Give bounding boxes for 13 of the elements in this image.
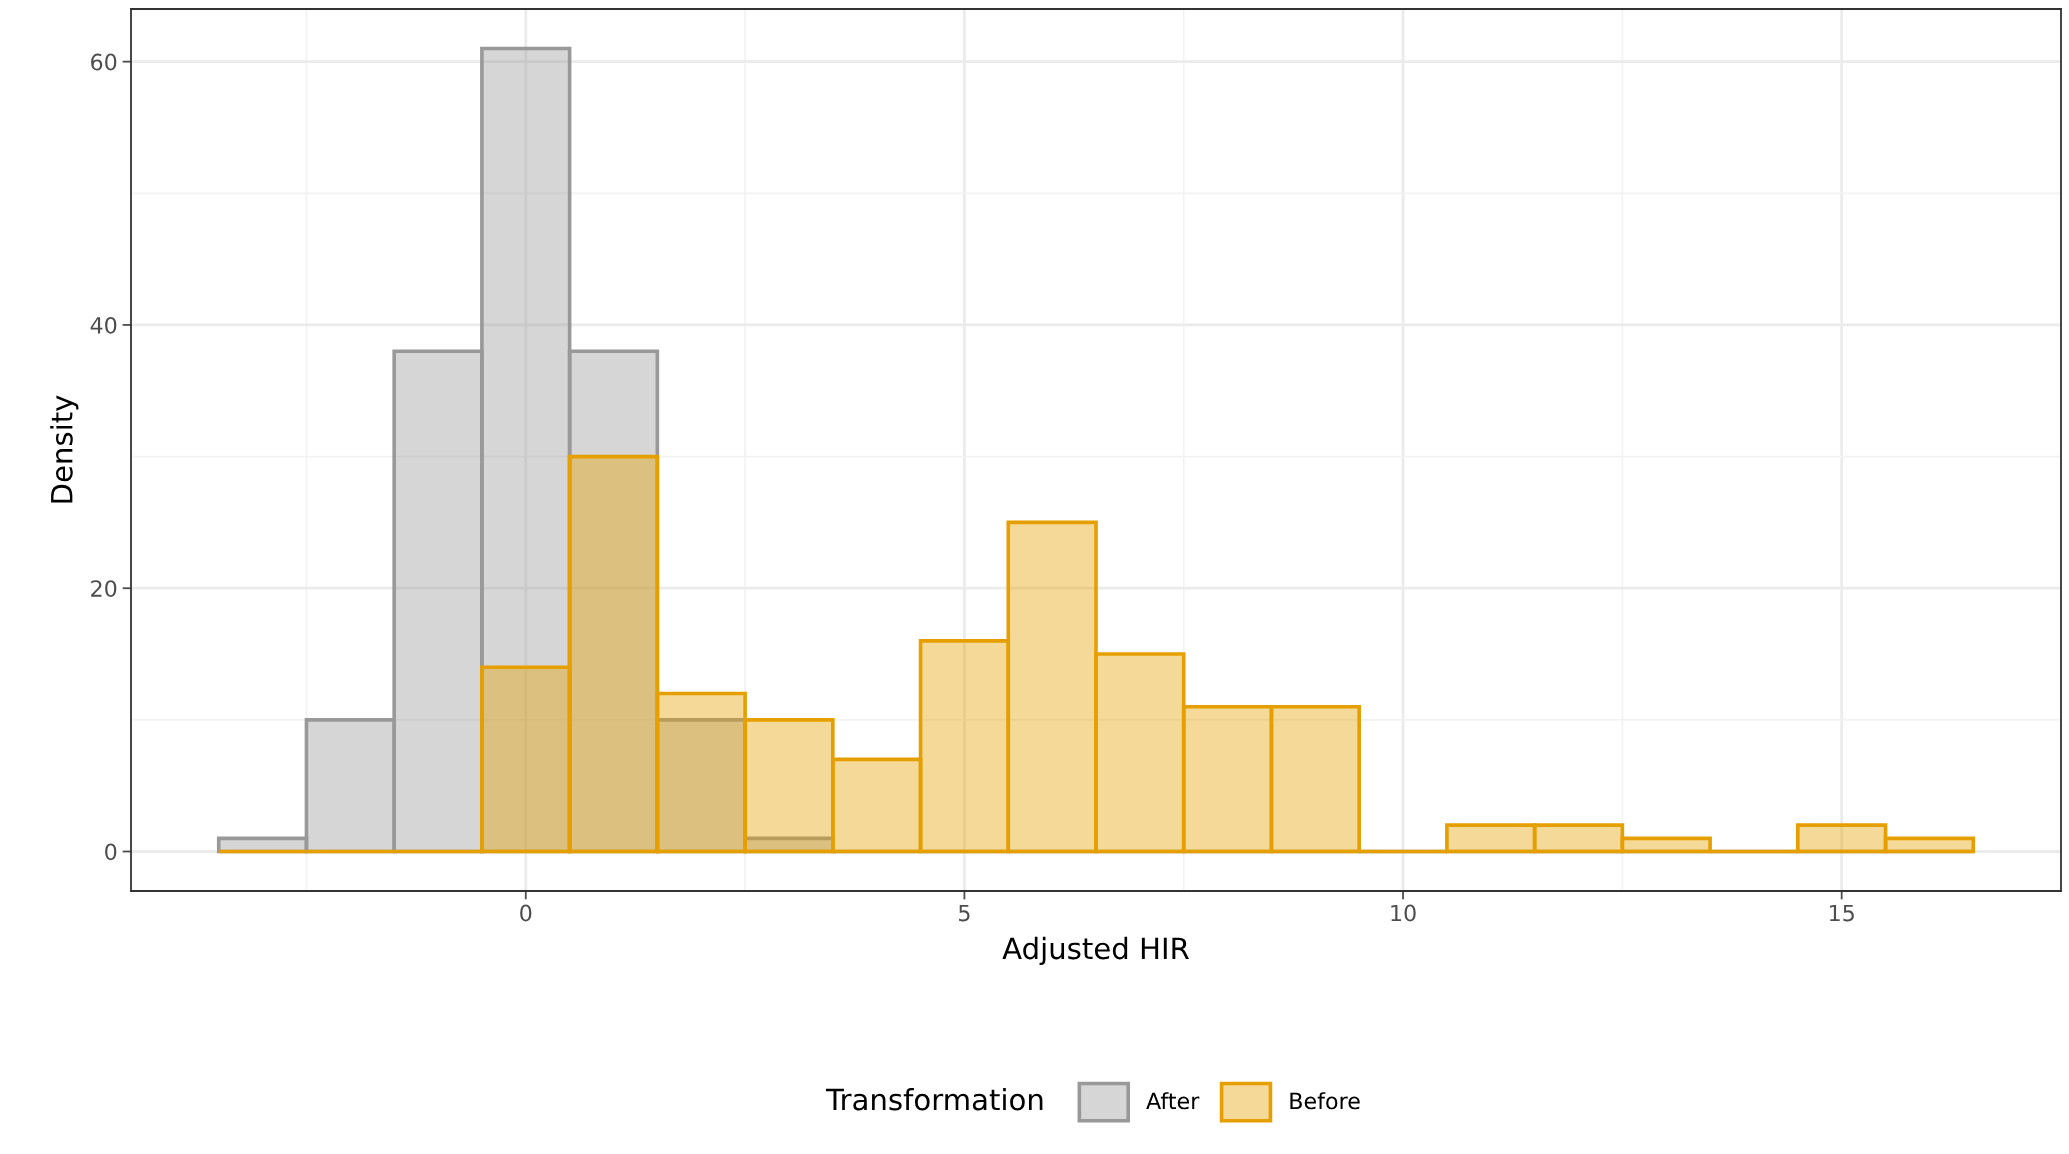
legend-title: Transformation bbox=[825, 1087, 1043, 1111]
x-tick-label: 0 bbox=[520, 904, 532, 922]
y-tick-label: 0 bbox=[105, 843, 117, 861]
legend-label: Before bbox=[1290, 1092, 1360, 1110]
legend-label: After bbox=[1146, 1092, 1200, 1110]
x-tick-label: 10 bbox=[1391, 904, 1416, 922]
x-tick-label: 15 bbox=[1829, 904, 1854, 922]
y-tick-label: 20 bbox=[91, 580, 117, 597]
y-tick-label: 40 bbox=[90, 316, 117, 334]
x-tick-label: 5 bbox=[959, 904, 970, 922]
x-axis-title: Adjusted HIR bbox=[1002, 936, 1190, 966]
y-axis-title: Density bbox=[50, 395, 79, 503]
y-tick-label: 60 bbox=[91, 53, 117, 71]
